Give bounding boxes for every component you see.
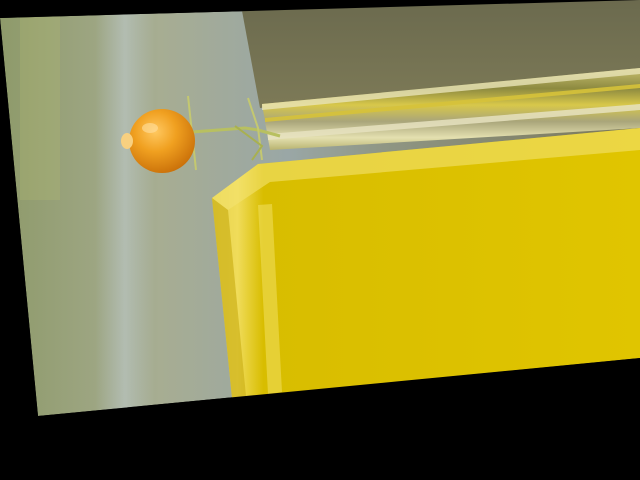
yellow-block [212,128,640,398]
orange-fruit [121,95,281,173]
ledge-stripes [262,68,640,150]
